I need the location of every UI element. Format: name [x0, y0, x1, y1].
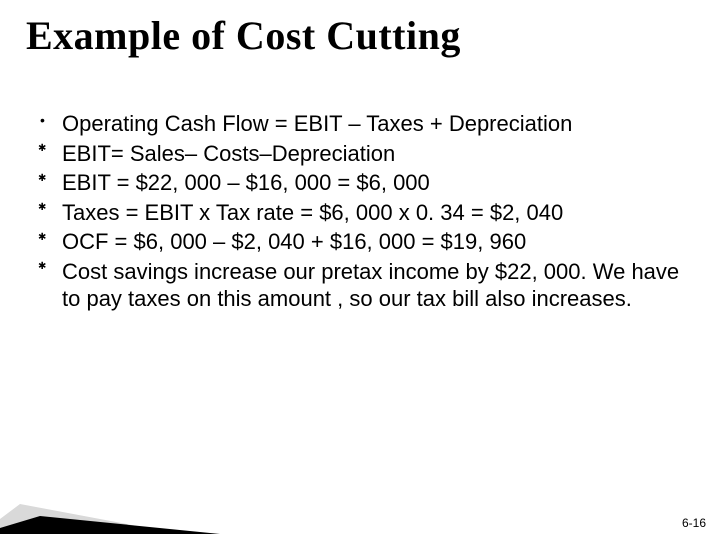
bullet-list: Operating Cash Flow = EBIT – Taxes + Dep…	[34, 110, 684, 313]
slide-number: 6-16	[682, 516, 706, 530]
list-item: OCF = $6, 000 – $2, 040 + $16, 000 = $19…	[34, 228, 684, 256]
wedge-dark	[0, 516, 220, 534]
slide-body: Operating Cash Flow = EBIT – Taxes + Dep…	[34, 110, 684, 315]
list-item: Operating Cash Flow = EBIT – Taxes + Dep…	[34, 110, 684, 138]
bullet-text: EBIT= Sales– Costs–Depreciation	[62, 141, 395, 166]
decoration-wedges	[0, 474, 240, 534]
slide-title: Example of Cost Cutting	[26, 12, 461, 59]
bullet-text: Taxes = EBIT x Tax rate = $6, 000 x 0. 3…	[62, 200, 563, 225]
bullet-text: EBIT = $22, 000 – $16, 000 = $6, 000	[62, 170, 430, 195]
wedge-light	[0, 504, 180, 534]
bullet-text: Operating Cash Flow = EBIT – Taxes + Dep…	[62, 111, 572, 136]
list-item: EBIT = $22, 000 – $16, 000 = $6, 000	[34, 169, 684, 197]
bullet-text: OCF = $6, 000 – $2, 040 + $16, 000 = $19…	[62, 229, 526, 254]
slide: Example of Cost Cutting Operating Cash F…	[0, 0, 720, 540]
list-item: Taxes = EBIT x Tax rate = $6, 000 x 0. 3…	[34, 199, 684, 227]
list-item: Cost savings increase our pretax income …	[34, 258, 684, 313]
list-item: EBIT= Sales– Costs–Depreciation	[34, 140, 684, 168]
bullet-text: Cost savings increase our pretax income …	[62, 259, 679, 312]
